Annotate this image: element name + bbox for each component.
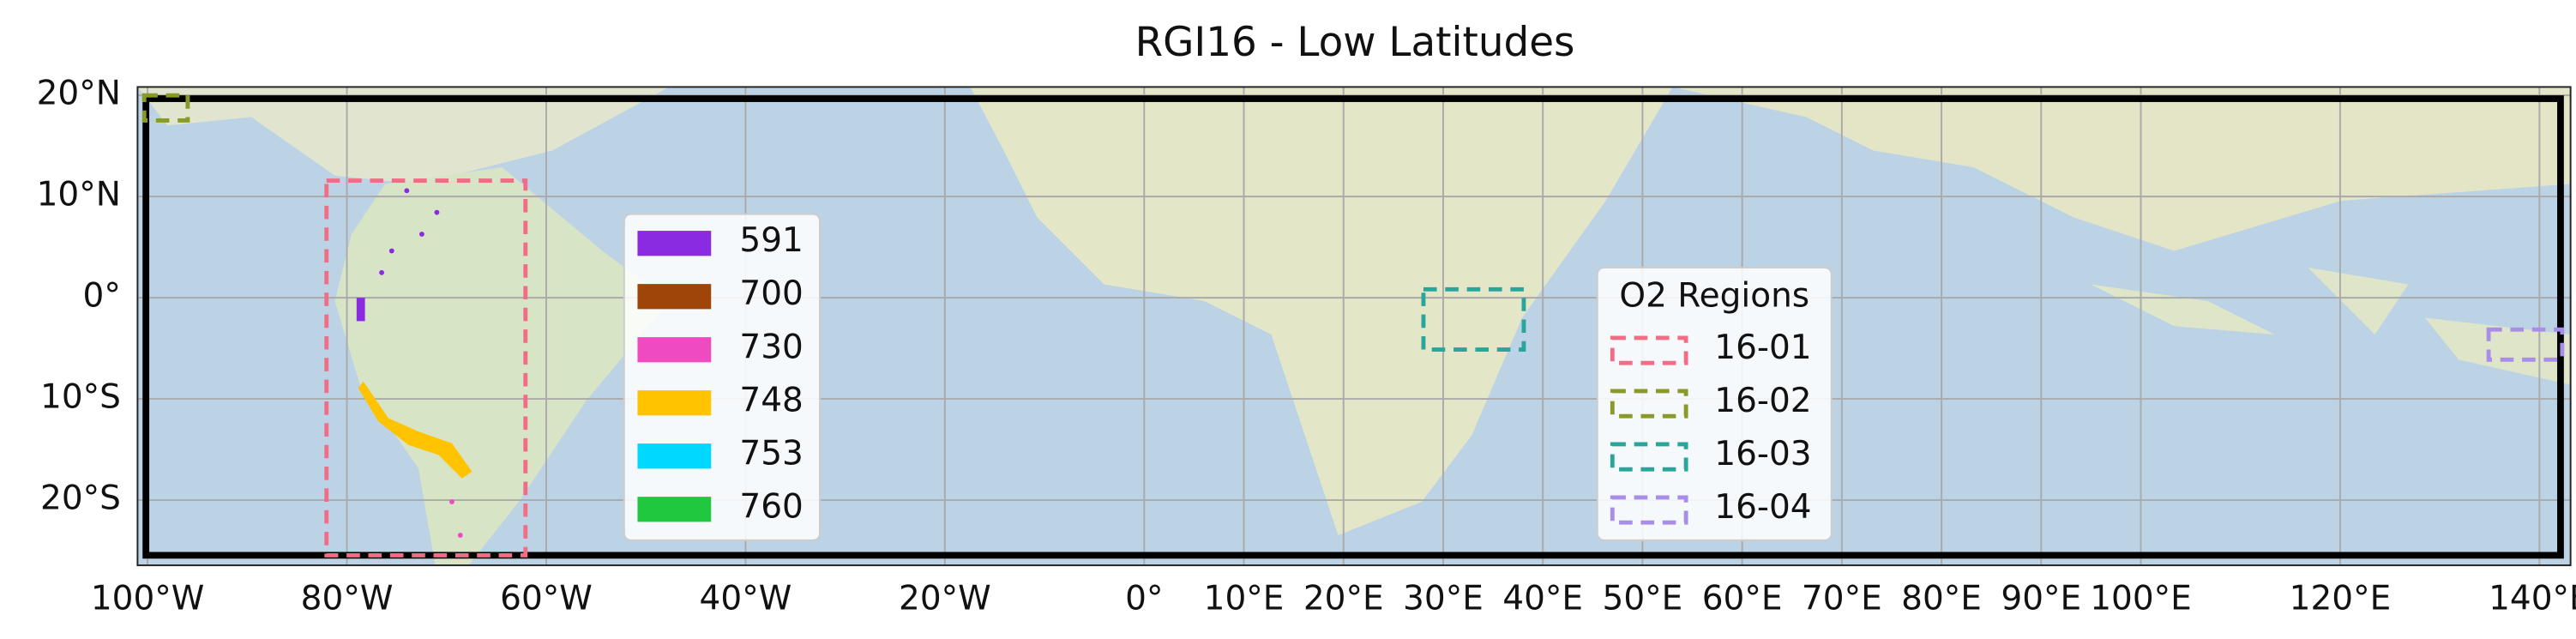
region-16-01 xyxy=(324,178,528,558)
regions-legend-entries: 16-01 16-02 16-03 16-04 xyxy=(1610,329,1812,527)
x-tick-label: 40°E xyxy=(1502,580,1583,618)
legend-label: 730 xyxy=(739,328,803,366)
legend-swatch xyxy=(637,284,712,310)
x-tick-label: 20°E xyxy=(1303,580,1384,618)
region-16-03 xyxy=(1421,286,1526,352)
legend-swatch xyxy=(637,390,712,416)
legend-label: 16-04 xyxy=(1714,488,1811,527)
legend-label: 16-01 xyxy=(1714,329,1811,367)
subregions xyxy=(141,93,2565,558)
x-tick-label: 70°E xyxy=(1802,580,1882,618)
map-title: RGI16 - Low Latitudes xyxy=(1135,20,1575,66)
legend-label: 700 xyxy=(739,274,803,313)
region-16-04 xyxy=(2486,327,2565,362)
y-tick-label: 10°S xyxy=(40,378,121,417)
legend-label: 16-03 xyxy=(1714,435,1811,473)
x-tick-label: 100°W xyxy=(91,580,205,618)
x-tick-label: 120°E xyxy=(2290,580,2392,618)
legend-swatch xyxy=(637,231,712,256)
x-tick-label: 60°E xyxy=(1702,580,1783,618)
x-tick-label: 100°E xyxy=(2090,580,2192,618)
legend-swatch xyxy=(1610,495,1688,525)
glaciers xyxy=(356,188,472,538)
map-frame xyxy=(136,86,2572,567)
y-tick-label: 20°N xyxy=(37,75,121,113)
x-tick-label: 40°W xyxy=(700,580,792,618)
y-tick-label: 0° xyxy=(83,277,121,316)
legend-swatch xyxy=(637,443,712,469)
legend-swatch xyxy=(1610,335,1688,365)
regions-legend-title: O2 Regions xyxy=(1619,277,1809,316)
x-tick-label: 50°E xyxy=(1603,580,1683,618)
legend-swatch xyxy=(1610,442,1688,472)
legend-swatch xyxy=(637,337,712,363)
x-tick-label: 10°E xyxy=(1204,580,1285,618)
basemap xyxy=(137,87,2571,566)
legend-label: 16-02 xyxy=(1714,382,1811,420)
legend-label: 760 xyxy=(739,487,803,526)
x-tick-label: 30°E xyxy=(1403,580,1484,618)
legend-label: 753 xyxy=(739,434,803,473)
x-tick-label: 140°E xyxy=(2489,580,2576,618)
legend-label: 591 xyxy=(739,221,803,260)
x-tick-label: 90°E xyxy=(2001,580,2081,618)
x-tick-label: 0° xyxy=(1125,580,1163,618)
region-16-02 xyxy=(141,93,190,123)
x-tick-label: 80°W xyxy=(301,580,394,618)
x-tick-label: 60°W xyxy=(500,580,593,618)
x-tick-label: 80°E xyxy=(1901,580,1982,618)
legend-entries: 591 700 730 748 753 760 xyxy=(637,221,803,526)
x-tick-label: 20°W xyxy=(899,580,991,618)
legend-label: 748 xyxy=(739,381,803,419)
y-tick-label: 10°N xyxy=(37,176,121,214)
y-tick-label: 20°S xyxy=(40,479,121,518)
legend-swatch xyxy=(1610,389,1688,419)
legend-swatch xyxy=(637,497,712,522)
region-outline xyxy=(142,95,2564,559)
